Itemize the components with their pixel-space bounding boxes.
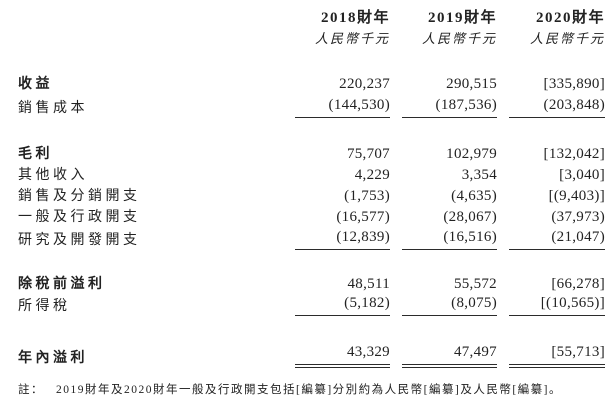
table-row-gross-profit: 毛利 75,707 102,979 [132,042] (18, 142, 605, 164)
cell-value: [55,713] (509, 343, 605, 368)
cell-value: 220,237 (339, 76, 390, 92)
cell-value: [(9,403)] (548, 188, 605, 204)
cell-value: (37,973) (551, 209, 605, 225)
table-row-profit-before-tax: 除稅前溢利 48,511 55,572 [66,278] (18, 272, 605, 294)
cell-value: (4,635) (451, 188, 497, 204)
cell-value: [335,890] (543, 76, 605, 92)
cell-value: (28,067) (443, 209, 497, 225)
row-label: 銷售及分銷開支 (18, 189, 141, 204)
footnote: 註： 2019財年及2020財年一般及行政開支包括[編纂]分別約為人民幣[編纂]及… (18, 383, 605, 398)
cell-value: 290,515 (446, 76, 497, 92)
cell-value: [132,042] (543, 146, 605, 162)
footnote-label: 註： (18, 384, 44, 396)
cell-value: [66,278] (551, 276, 605, 292)
table-row-selling-distribution-expenses: 銷售及分銷開支 (1,753) (4,635) [(9,403)] (18, 185, 605, 206)
cell-value: 48,511 (347, 276, 390, 292)
cell-value: (187,536) (402, 96, 497, 118)
cell-value: (16,577) (336, 209, 390, 225)
row-label: 毛利 (18, 147, 53, 162)
unit-header-2018: 人民幣千元 (314, 31, 390, 46)
cell-value: (21,047) (509, 228, 605, 250)
group-spacer (18, 315, 605, 343)
table-row-general-admin-expenses: 一般及行政開支 (16,577) (28,067) (37,973) (18, 206, 605, 227)
cell-value: 102,979 (446, 146, 497, 162)
row-label: 除稅前溢利 (18, 277, 106, 292)
table-row-revenue: 收益 220,237 290,515 [335,890] (18, 72, 605, 94)
group-spacer (18, 118, 605, 142)
row-label: 研究及開發開支 (18, 233, 141, 248)
cell-value: (12,839) (295, 228, 390, 250)
cell-value: (5,182) (295, 294, 390, 316)
cell-value: (16,516) (402, 228, 497, 250)
unit-header-2020: 人民幣千元 (529, 31, 605, 46)
table-row-other-income: 其他收入 4,229 3,354 [3,040] (18, 164, 605, 185)
table-row-income-tax: 所得稅 (5,182) (8,075) [(10,565)] (18, 294, 605, 316)
income-statement-table: 2018財年 2019財年 2020財年 人民幣千元 人民幣千元 人民幣千元 收… (18, 6, 605, 368)
table-row-cost-of-sales: 銷售成本 (144,530) (187,536) (203,848) (18, 94, 605, 118)
table-header-units: 人民幣千元 人民幣千元 人民幣千元 (18, 28, 605, 48)
cell-value: 4,229 (354, 167, 390, 183)
row-label: 收益 (18, 77, 53, 92)
year-header-2018: 2018財年 (320, 10, 390, 26)
cell-value: 55,572 (453, 276, 497, 292)
group-spacer (18, 48, 605, 72)
cell-value: 75,707 (346, 146, 390, 162)
unit-header-2019: 人民幣千元 (421, 31, 497, 46)
cell-value: 3,354 (461, 167, 497, 183)
year-header-2019: 2019財年 (427, 10, 497, 26)
cell-value: [3,040] (559, 167, 605, 183)
row-label: 其他收入 (18, 168, 88, 183)
cell-value: (144,530) (295, 96, 390, 118)
cell-value: 47,497 (402, 343, 497, 368)
footnote-text: 2019財年及2020財年一般及行政開支包括[編纂]分別約為人民幣[編纂]及人民… (56, 384, 562, 396)
row-label: 一般及行政開支 (18, 210, 141, 225)
group-spacer (18, 250, 605, 272)
table-header-years: 2018財年 2019財年 2020財年 (18, 6, 605, 28)
row-label: 所得稅 (18, 299, 71, 314)
year-header-2020: 2020財年 (535, 10, 605, 26)
table-row-rd-expenses: 研究及開發開支 (12,839) (16,516) (21,047) (18, 227, 605, 250)
cell-value: (8,075) (402, 294, 497, 316)
row-label: 年內溢利 (18, 351, 88, 366)
row-label: 銷售成本 (18, 101, 88, 116)
cell-value: (1,753) (344, 188, 390, 204)
cell-value: (203,848) (509, 96, 605, 118)
table-row-profit-for-year: 年內溢利 43,329 47,497 [55,713] (18, 343, 605, 368)
cell-value: 43,329 (295, 343, 390, 368)
cell-value: [(10,565)] (509, 294, 605, 316)
